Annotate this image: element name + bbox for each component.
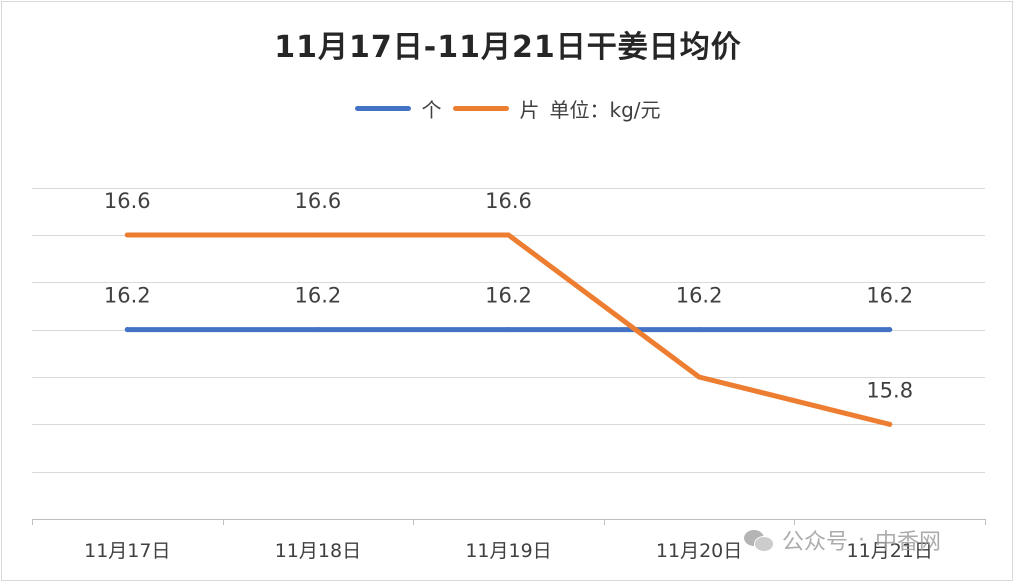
legend-label-ge: 个 (421, 98, 442, 122)
data-point (696, 327, 702, 333)
x-tick-label: 11月19日 (465, 540, 551, 562)
data-label: 16.2 (866, 284, 913, 308)
data-label: 16.2 (104, 284, 151, 308)
data-point (887, 327, 893, 333)
data-label: 16.6 (485, 189, 532, 213)
x-tick-label: 11月20日 (656, 540, 742, 562)
data-label: 16.6 (104, 189, 151, 213)
watermark-right: 中香网 (875, 530, 942, 555)
legend-item-ge: 个 (355, 94, 441, 123)
chart-title: 11月17日-11月21日干姜日均价 (274, 30, 742, 65)
unit-note: 单位：kg/元 (549, 98, 661, 122)
x-tick-label: 11月21日 (847, 540, 933, 562)
watermark: 公众号 · 中香网 (744, 524, 941, 556)
legend-item-pian: 片 单位：kg/元 (453, 94, 661, 123)
legend-label-pian: 片 (519, 98, 540, 122)
data-point (506, 232, 511, 238)
x-tick-label: 11月17日 (84, 540, 170, 562)
legend-swatch-ge (355, 106, 412, 111)
data-point (506, 327, 511, 333)
data-label: 16.2 (485, 284, 532, 308)
data-point (124, 232, 130, 238)
legend: 个 片 单位：kg/元 (0, 94, 1016, 123)
data-point (315, 232, 321, 238)
data-label: 16.2 (295, 284, 342, 308)
watermark-left: 公众号 (782, 530, 849, 555)
data-label: 16.2 (676, 284, 723, 308)
data-point (315, 327, 321, 333)
data-point (887, 421, 893, 427)
wechat-icon (744, 528, 774, 552)
legend-swatch-pian (453, 106, 510, 111)
data-point (124, 327, 130, 333)
x-tick-label: 11月18日 (275, 540, 361, 562)
data-point (696, 374, 702, 380)
data-label: 16.6 (295, 189, 342, 213)
data-label: 15.8 (866, 378, 913, 402)
watermark-separator: · (858, 527, 866, 553)
